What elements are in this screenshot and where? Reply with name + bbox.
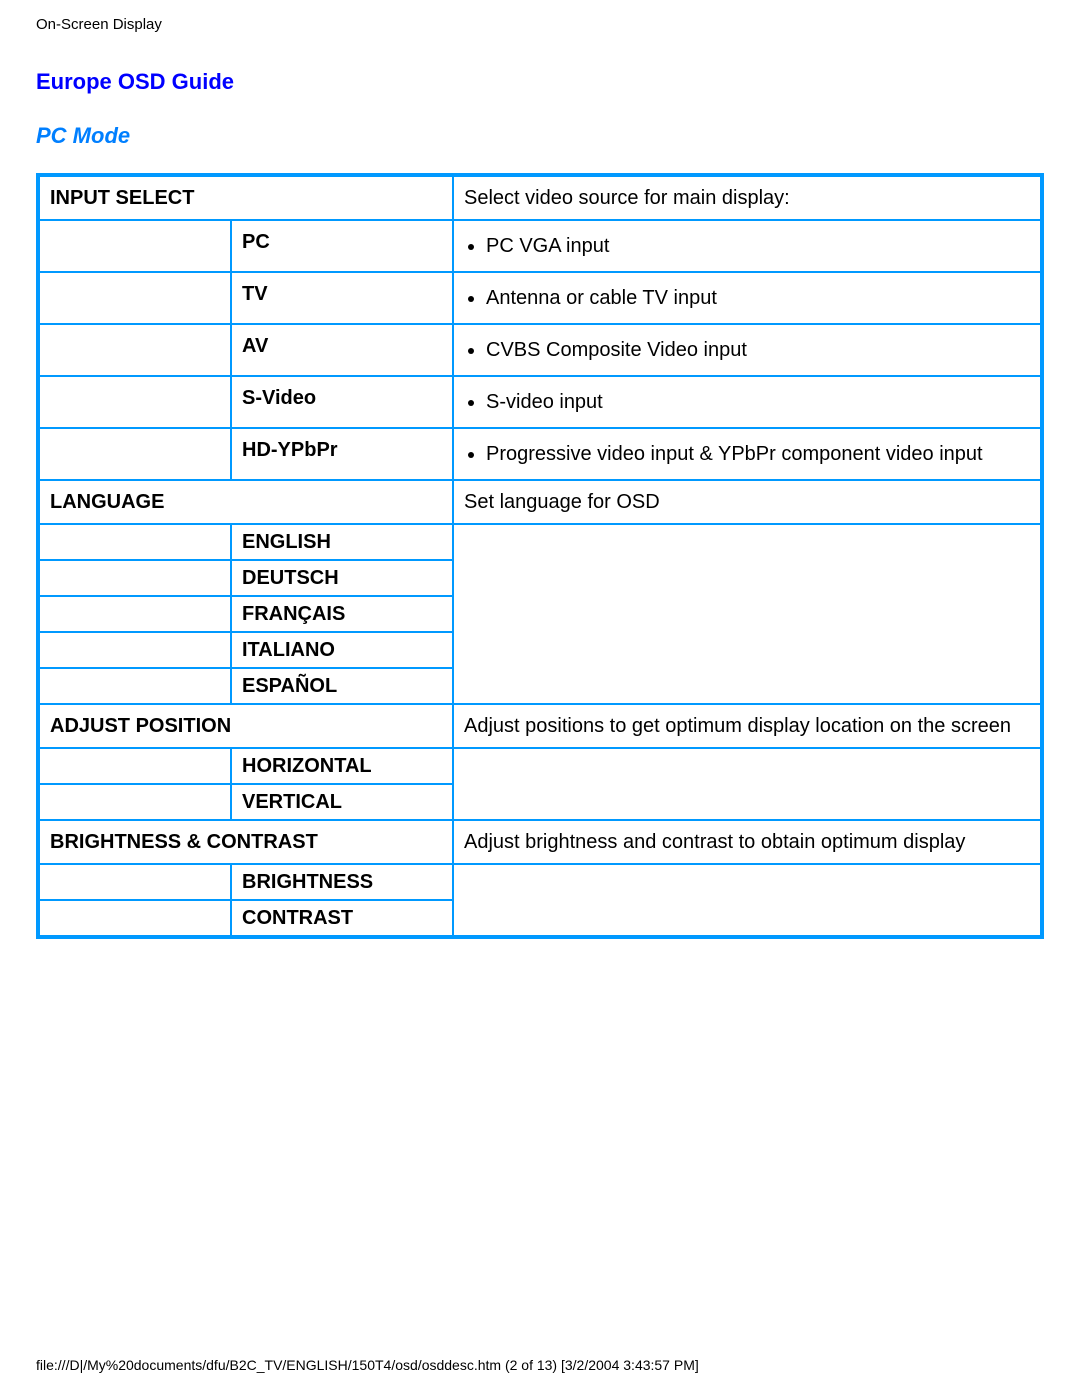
input-item-pc: PC [231,220,453,272]
input-item-tv: TV [231,272,453,324]
input-item-hdypbpr-bullet: Progressive video input & YPbPr componen… [486,439,1030,469]
page-footer-path: file:///D|/My%20documents/dfu/B2C_TV/ENG… [36,1357,1044,1373]
language-deutsch: DEUTSCH [231,560,453,596]
section-adjust-position-desc: Adjust positions to get optimum display … [453,704,1041,748]
bc-brightness: BRIGHTNESS [231,864,453,900]
input-item-left-spacer [39,220,231,272]
language-italiano: ITALIANO [231,632,453,668]
section-brightness-contrast-desc: Adjust brightness and contrast to obtain… [453,820,1041,864]
page-header-small: On-Screen Display [36,16,1044,33]
section-language-desc: Set language for OSD [453,480,1041,524]
position-left-spacer [39,784,231,820]
position-vertical: VERTICAL [231,784,453,820]
position-horizontal: HORIZONTAL [231,748,453,784]
section-input-select-label: INPUT SELECT [39,176,453,220]
input-item-av-bullet: CVBS Composite Video input [486,335,1030,365]
language-left-spacer [39,524,231,560]
language-right-empty [453,524,1041,704]
bc-left-spacer [39,900,231,936]
input-item-hdypbpr: HD-YPbPr [231,428,453,480]
page-title-sub: PC Mode [36,123,1044,149]
language-francais: FRANÇAIS [231,596,453,632]
input-item-left-spacer [39,376,231,428]
language-left-spacer [39,668,231,704]
input-item-left-spacer [39,272,231,324]
language-left-spacer [39,632,231,668]
language-left-spacer [39,560,231,596]
position-right-empty [453,748,1041,820]
input-item-left-spacer [39,324,231,376]
input-item-left-spacer [39,428,231,480]
input-item-svideo-bullet: S-video input [486,387,1030,417]
position-left-spacer [39,748,231,784]
bc-left-spacer [39,864,231,900]
osd-guide-page: On-Screen Display Europe OSD Guide PC Mo… [0,0,1080,1397]
input-item-pc-bullet: PC VGA input [486,231,1030,261]
language-espanol: ESPAÑOL [231,668,453,704]
bc-right-empty [453,864,1041,936]
language-english: ENGLISH [231,524,453,560]
osd-table: INPUT SELECT Select video source for mai… [36,173,1044,939]
input-item-hdypbpr-desc: Progressive video input & YPbPr componen… [453,428,1041,480]
bc-contrast: CONTRAST [231,900,453,936]
section-adjust-position-label: ADJUST POSITION [39,704,453,748]
input-item-pc-desc: PC VGA input [453,220,1041,272]
section-brightness-contrast-label: BRIGHTNESS & CONTRAST [39,820,453,864]
input-item-tv-desc: Antenna or cable TV input [453,272,1041,324]
page-title-main: Europe OSD Guide [36,69,1044,95]
section-input-select-desc: Select video source for main display: [453,176,1041,220]
input-item-svideo-desc: S-video input [453,376,1041,428]
input-item-av-desc: CVBS Composite Video input [453,324,1041,376]
input-item-tv-bullet: Antenna or cable TV input [486,283,1030,313]
input-item-av: AV [231,324,453,376]
language-left-spacer [39,596,231,632]
input-item-svideo: S-Video [231,376,453,428]
section-language-label: LANGUAGE [39,480,453,524]
